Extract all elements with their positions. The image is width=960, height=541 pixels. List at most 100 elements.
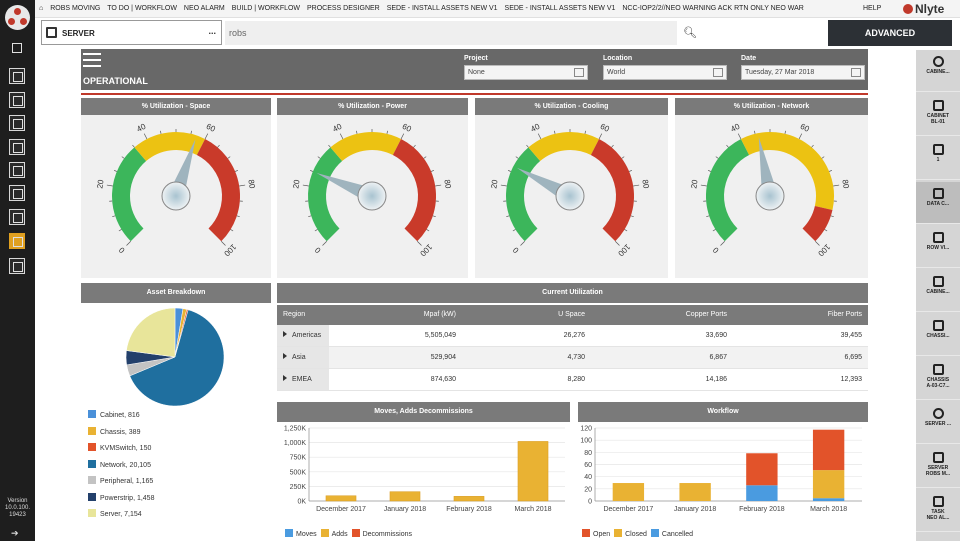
- gauge-tick-label: 0: [313, 245, 323, 255]
- picker-icon[interactable]: [574, 68, 584, 77]
- search-icon[interactable]: 🔍︎: [683, 27, 697, 39]
- legend-item[interactable]: Cancelled: [647, 529, 693, 538]
- bar[interactable]: [812, 429, 845, 471]
- search-input[interactable]: [225, 21, 677, 45]
- legend-item[interactable]: Closed: [610, 529, 647, 538]
- recent-item[interactable]: ROW VI...: [916, 226, 960, 268]
- location-select[interactable]: World: [603, 65, 727, 80]
- pie-slice[interactable]: [129, 309, 225, 407]
- bar[interactable]: [325, 495, 357, 502]
- expand-icon[interactable]: [283, 331, 287, 337]
- bar[interactable]: [812, 498, 845, 501]
- column-header[interactable]: Mpaf (kW): [423, 311, 456, 318]
- gauge-title: % Utilization - Space: [81, 98, 271, 115]
- project-select[interactable]: None: [464, 65, 588, 80]
- calendar-icon[interactable]: [851, 68, 861, 77]
- table-row[interactable]: Americas 5,505,049 26,276 33,690 39,455: [277, 325, 868, 347]
- recent-item[interactable]: SERVER ROBS M...: [916, 446, 960, 488]
- floorplan-icon[interactable]: [9, 162, 25, 178]
- workflow-icon[interactable]: [9, 233, 25, 249]
- bar[interactable]: [517, 441, 549, 502]
- gauge-tick-label: 20: [689, 178, 699, 189]
- column-header[interactable]: Fiber Ports: [827, 311, 862, 318]
- legend-item[interactable]: KVMSwitch, 150: [88, 443, 151, 452]
- app-logo[interactable]: [5, 5, 30, 30]
- edit-icon[interactable]: [9, 139, 25, 155]
- bar[interactable]: [453, 496, 485, 502]
- column-header[interactable]: Copper Ports: [685, 311, 727, 318]
- version-info: Version 10.0.100. 19423: [4, 498, 31, 518]
- tab-sede-install-2[interactable]: SEDE - INSTALL ASSETS NEW V1: [504, 5, 616, 12]
- logout-icon[interactable]: ➔: [11, 528, 19, 538]
- bar[interactable]: [812, 470, 845, 499]
- legend-item[interactable]: Open: [578, 529, 610, 538]
- recent-item[interactable]: DATA C...: [916, 182, 960, 224]
- tab-process-designer[interactable]: PROCESS DESIGNER: [307, 5, 380, 12]
- recent-item[interactable]: 1: [916, 138, 960, 180]
- home-icon[interactable]: [9, 68, 25, 84]
- bar[interactable]: [746, 453, 778, 486]
- page-title: OPERATIONAL: [83, 76, 148, 86]
- tab-sede-install-1[interactable]: SEDE - INSTALL ASSETS NEW V1: [386, 5, 498, 12]
- dashboard-icon[interactable]: [9, 92, 25, 108]
- recent-item[interactable]: CHASSIS A-03-C7...: [916, 358, 960, 400]
- column-header[interactable]: U Space: [558, 311, 585, 318]
- gauge-tick: [707, 170, 712, 172]
- bar[interactable]: [389, 491, 421, 502]
- legend-item[interactable]: Adds: [317, 529, 348, 538]
- y-tick-label: 80: [584, 450, 592, 457]
- tab-todo-workflow[interactable]: TO DO | WORKFLOW: [107, 5, 177, 12]
- legend-item[interactable]: Powerstrip, 1,458: [88, 492, 154, 502]
- legend-item[interactable]: Cabinet, 816: [88, 410, 140, 419]
- legend-item[interactable]: Server, 7,154: [88, 509, 142, 518]
- legend-item[interactable]: Network, 20,105: [88, 459, 151, 469]
- recent-item[interactable]: CABINE...: [916, 50, 960, 92]
- gauge-hub: [755, 181, 785, 211]
- bar[interactable]: [612, 483, 645, 501]
- gauge-tick: [506, 215, 510, 218]
- more-options-icon[interactable]: ...: [208, 26, 216, 36]
- gauge-tick: [432, 215, 436, 218]
- legend-item[interactable]: Moves: [281, 529, 317, 538]
- x-tick-label: March 2018: [810, 506, 847, 513]
- date-input[interactable]: Tuesday, 27 Mar 2018: [741, 65, 865, 80]
- tab-neo-alarm[interactable]: NEO ALARM: [183, 5, 225, 12]
- recent-item[interactable]: TASK NEO AL...: [916, 490, 960, 532]
- legend-swatch: [285, 529, 293, 537]
- users-icon[interactable]: [9, 40, 25, 56]
- table-row[interactable]: Asia 529,904 4,730 6,867 6,695: [277, 347, 868, 369]
- home-icon[interactable]: ⌂: [39, 5, 44, 12]
- recent-item-label: CABINE...: [926, 289, 950, 295]
- column-header[interactable]: Region: [283, 311, 306, 318]
- recent-item[interactable]: CHASSI...: [916, 314, 960, 356]
- picker-icon[interactable]: [713, 68, 723, 77]
- table-row[interactable]: EMEA 874,630 8,280 14,186 12,393: [277, 369, 868, 391]
- expand-icon[interactable]: [283, 353, 287, 359]
- tab-robs-moving[interactable]: ROBS MOVING: [50, 5, 101, 12]
- tab-build-workflow[interactable]: BUILD | WORKFLOW: [231, 5, 301, 12]
- bar[interactable]: [679, 483, 711, 501]
- legend-swatch: [88, 410, 96, 418]
- pie-slice[interactable]: [126, 307, 176, 358]
- legend-item[interactable]: Peripheral, 1,165: [88, 476, 153, 485]
- recent-item[interactable]: CABINE...: [916, 270, 960, 312]
- menu-icon[interactable]: [83, 53, 101, 67]
- report-icon[interactable]: [9, 209, 25, 225]
- recent-item[interactable]: SERVER ...: [916, 402, 960, 444]
- asset-pie-chart: [125, 307, 225, 407]
- image-icon[interactable]: [9, 185, 25, 201]
- help-link[interactable]: HELP: [863, 5, 882, 12]
- settings-icon[interactable]: [9, 258, 25, 274]
- expand-icon[interactable]: [283, 375, 287, 381]
- recent-item[interactable]: CABINET BL-01: [916, 94, 960, 136]
- advanced-button[interactable]: ADVANCED: [828, 20, 952, 46]
- x-tick-label: December 2017: [603, 506, 653, 513]
- gauge-tick: [356, 130, 358, 134]
- x-tick-label: January 2018: [674, 506, 717, 513]
- search-scope-select[interactable]: SERVER ...: [41, 20, 222, 45]
- tab-ncc-warning[interactable]: NCC-IOP2/2//NEO WARNING ACK RTN ONLY NEO…: [622, 5, 804, 12]
- bar[interactable]: [746, 485, 778, 501]
- org-icon[interactable]: [9, 115, 25, 131]
- legend-item[interactable]: Decommissions: [348, 529, 412, 538]
- legend-item[interactable]: Chassis, 389: [88, 426, 140, 436]
